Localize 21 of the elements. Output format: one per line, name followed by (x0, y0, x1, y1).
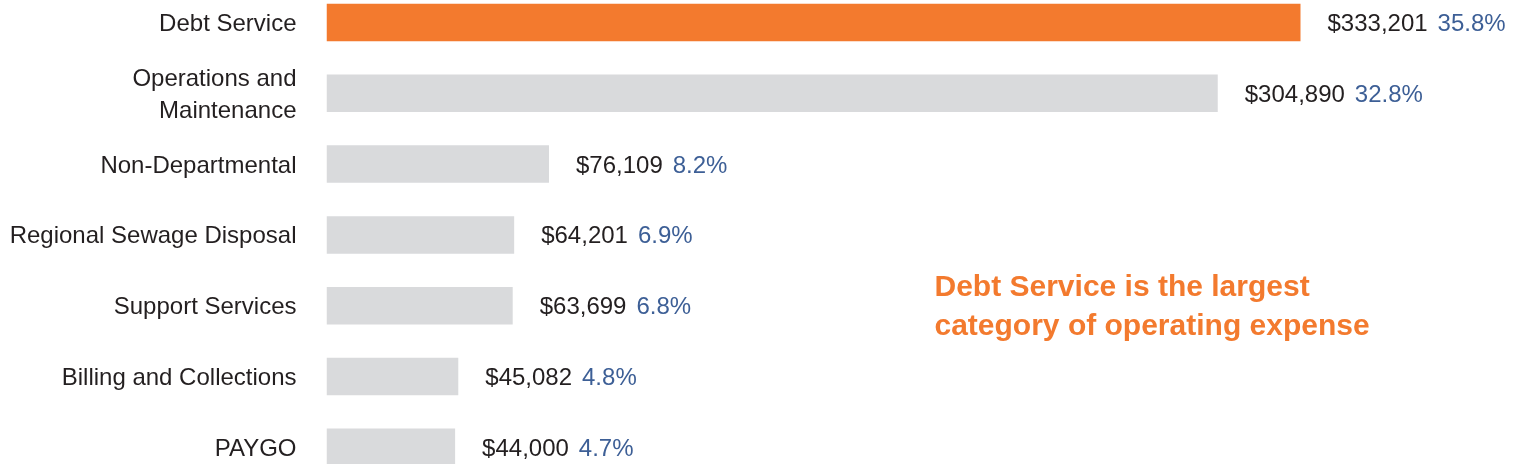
bar (326, 286, 513, 325)
bar (326, 74, 1218, 113)
y-tick-label: Billing and Collections (61, 363, 297, 390)
data-label: $333,201 35.8% (1327, 9, 1506, 36)
y-tick-label: PAYGO (214, 433, 297, 461)
bar (326, 3, 1301, 42)
annotation: Debt Service is the largest category of operating expense (934, 268, 1370, 342)
bar (326, 357, 459, 396)
y-tick-label: Debt Service (159, 9, 297, 36)
data-label: $44,000 4.7% (482, 433, 634, 461)
bar (326, 216, 515, 254)
bar (326, 145, 549, 183)
y-tick-label: Operations and Maintenance (132, 63, 297, 123)
y-tick-label: Support Services (113, 292, 297, 320)
data-label: $64,201 6.9% (541, 221, 693, 249)
data-label: $304,890 32.8% (1244, 79, 1423, 107)
data-label: $76,109 8.2% (575, 150, 728, 178)
data-label: $63,699 6.8% (539, 292, 692, 320)
y-tick-label: Regional Sewage Disposal (9, 221, 297, 249)
data-label: $45,082 4.8% (485, 363, 637, 390)
y-tick-label: Non-Departmental (100, 150, 297, 178)
